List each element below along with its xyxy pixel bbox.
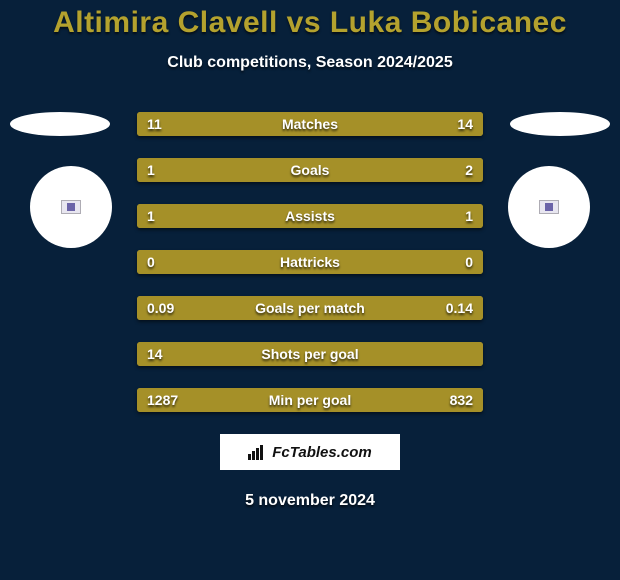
subtitle: Club competitions, Season 2024/2025 xyxy=(0,54,620,72)
stat-fill-right xyxy=(241,158,483,182)
stat-value-right: 0 xyxy=(455,250,483,274)
comparison-arena: 1114Matches12Goals11Assists00Hattricks0.… xyxy=(0,112,620,412)
stat-value-left: 0 xyxy=(137,250,165,274)
stat-bar: 1114Matches xyxy=(137,112,483,136)
stat-bar: 1287832Min per goal xyxy=(137,388,483,412)
stat-value-right xyxy=(463,342,483,366)
player-right-flag-icon xyxy=(539,200,559,214)
stat-value-left: 1287 xyxy=(137,388,188,412)
player-left-flag-icon xyxy=(61,200,81,214)
stat-value-left: 1 xyxy=(137,158,165,182)
page-title: Altimira Clavell vs Luka Bobicanec xyxy=(0,0,620,40)
stat-bar: 00Hattricks xyxy=(137,250,483,274)
stat-value-left: 14 xyxy=(137,342,173,366)
stat-value-left: 11 xyxy=(137,112,172,136)
stat-fill-left xyxy=(137,342,483,366)
stat-value-right: 0.14 xyxy=(436,296,483,320)
brand-text: FcTables.com xyxy=(272,444,371,461)
stat-value-right: 14 xyxy=(447,112,483,136)
stat-bar: 12Goals xyxy=(137,158,483,182)
date-text: 5 november 2024 xyxy=(0,492,620,510)
stat-bar: 0.090.14Goals per match xyxy=(137,296,483,320)
stat-bar: 11Assists xyxy=(137,204,483,228)
player-right-shadow xyxy=(510,112,610,136)
player-right-ball xyxy=(508,166,590,248)
stat-value-left: 0.09 xyxy=(137,296,184,320)
stat-value-right: 1 xyxy=(455,204,483,228)
stat-bars: 1114Matches12Goals11Assists00Hattricks0.… xyxy=(137,112,483,412)
stat-value-left: 1 xyxy=(137,204,165,228)
stat-bar: 14Shots per goal xyxy=(137,342,483,366)
stat-value-right: 832 xyxy=(440,388,483,412)
player-left-shadow xyxy=(10,112,110,136)
brand-logo-icon xyxy=(248,444,266,460)
brand-badge: FcTables.com xyxy=(220,434,400,470)
stat-value-right: 2 xyxy=(455,158,483,182)
player-left-ball xyxy=(30,166,112,248)
